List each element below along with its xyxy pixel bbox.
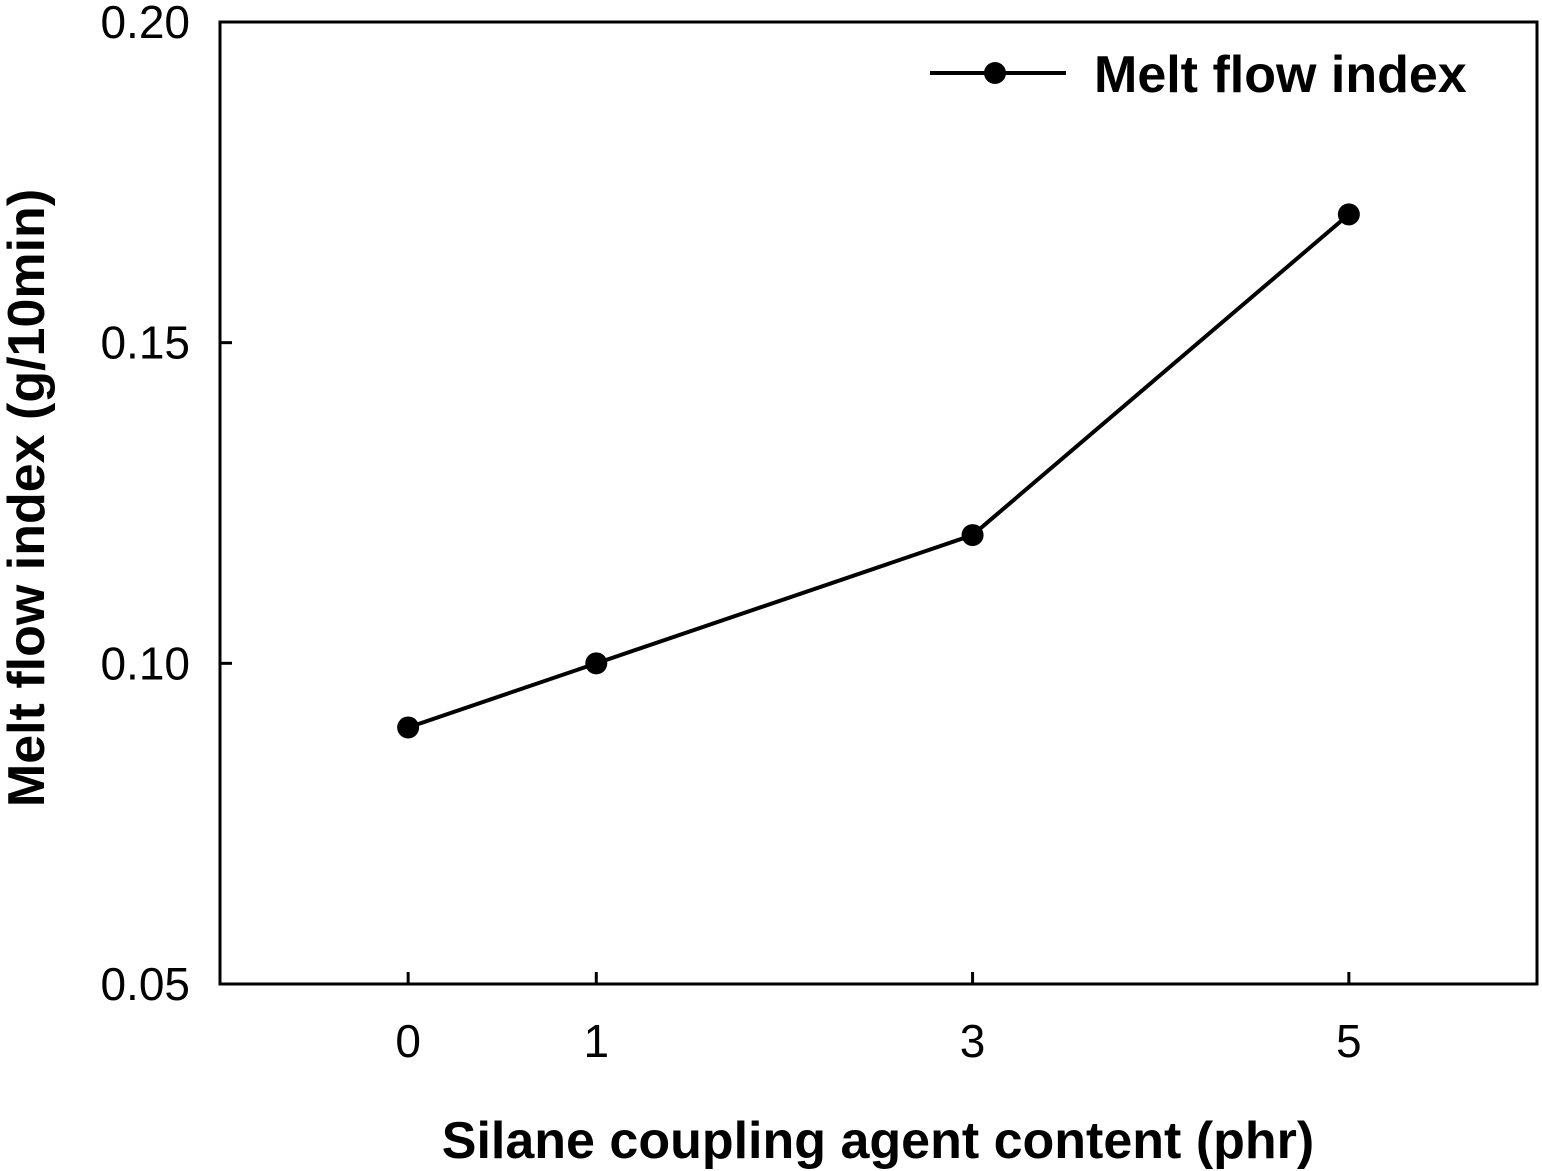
- y-tick-label: 0.20: [100, 0, 190, 48]
- legend-marker-swatch: [984, 62, 1006, 84]
- data-point: [1337, 203, 1360, 226]
- plot-frame: [218, 20, 1539, 986]
- series-layer: [397, 203, 1360, 739]
- x-axis-ticks: 0 1 3 5: [395, 972, 1362, 1067]
- y-axis-title: Melt flow index (g/10min): [0, 189, 56, 807]
- legend: Melt flow index: [930, 46, 1467, 104]
- x-tick-label: 1: [583, 1015, 609, 1067]
- series-line: [407, 212, 1351, 730]
- y-axis-ticks: 0.05 0.10 0.15 0.20: [100, 0, 232, 1010]
- x-tick-label: 5: [1336, 1015, 1362, 1067]
- legend-label: Melt flow index: [1094, 46, 1467, 104]
- x-axis-title: Silane coupling agent content (phr): [442, 1112, 1314, 1170]
- x-tick-label: 3: [960, 1015, 986, 1067]
- y-tick-label: 0.10: [100, 637, 190, 689]
- data-point: [585, 652, 608, 675]
- data-point: [397, 716, 420, 739]
- data-point: [961, 524, 984, 547]
- y-tick-label: 0.15: [100, 317, 190, 369]
- x-tick-label: 0: [395, 1015, 421, 1067]
- y-tick-label: 0.05: [100, 958, 190, 1010]
